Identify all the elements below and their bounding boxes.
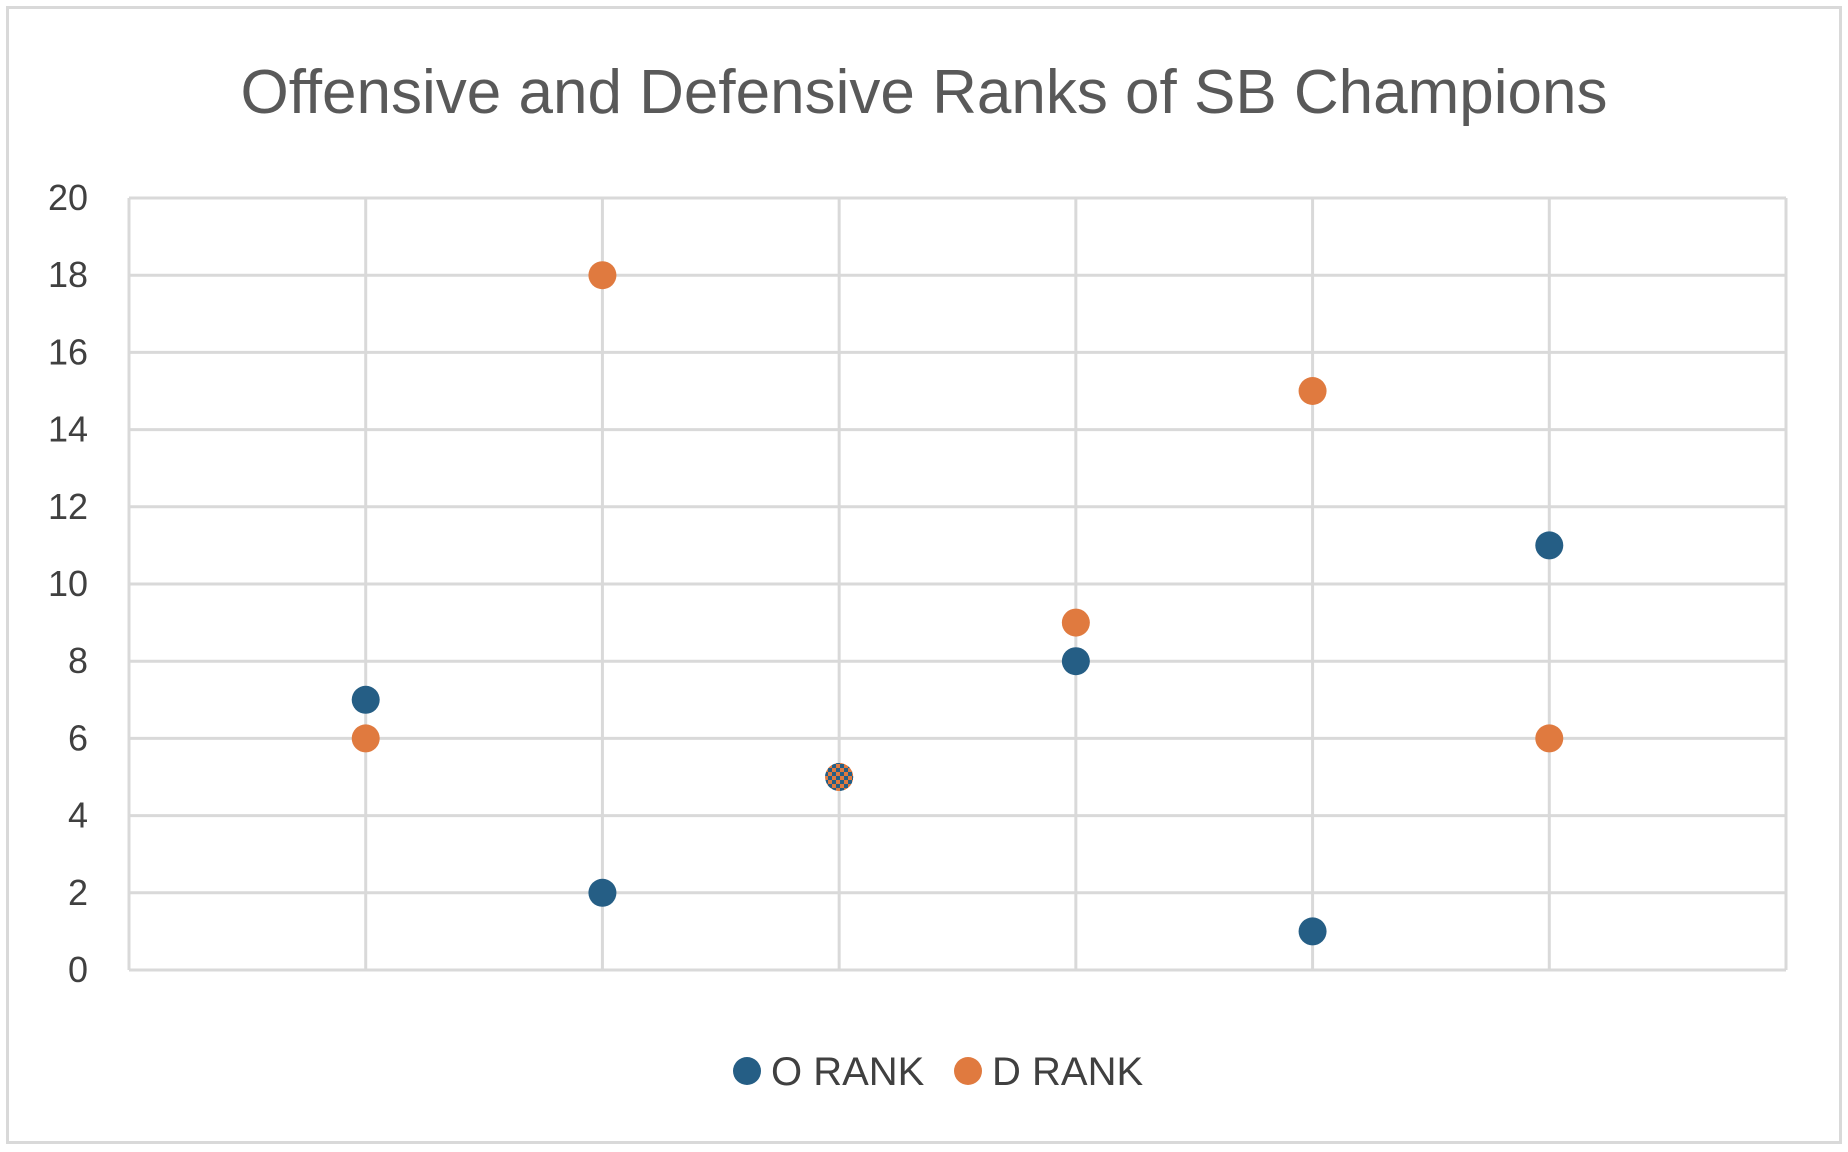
grid: [127, 196, 1788, 972]
point-o-rank: [1061, 647, 1090, 676]
point-d-rank: [1061, 608, 1090, 637]
legend: O RANK D RANK: [733, 1050, 1143, 1094]
chart-frame: [6, 6, 1842, 1144]
point-d-rank: [588, 261, 617, 290]
point-d-rank: [1535, 724, 1564, 753]
legend-marker: [954, 1057, 982, 1085]
y-tick-label: 0: [68, 949, 88, 990]
point-o-rank: [351, 685, 380, 714]
point-d-rank: [351, 724, 380, 753]
y-tick-label: 14: [48, 409, 88, 450]
legend-label: D RANK: [992, 1050, 1143, 1094]
y-tick-label: 6: [68, 717, 88, 758]
point-o-rank: [588, 878, 617, 907]
y-tick-label: 10: [48, 563, 88, 604]
point-d-rank: [825, 763, 854, 791]
y-tick-label: 4: [68, 795, 88, 836]
y-tick-label: 2: [68, 872, 88, 913]
data-points: [351, 261, 1564, 946]
point-o-rank: [1298, 917, 1327, 946]
y-tick-label: 18: [48, 254, 88, 295]
chart-title: Offensive and Defensive Ranks of SB Cham…: [240, 58, 1607, 127]
y-axis-ticks: 0 2 4 6 8 10 12 14 16 18 20: [48, 177, 88, 990]
legend-marker: [733, 1057, 761, 1085]
y-tick-label: 16: [48, 331, 88, 372]
y-tick-label: 8: [68, 640, 88, 681]
point-d-rank: [1298, 377, 1327, 405]
legend-label: O RANK: [771, 1050, 925, 1094]
y-tick-label: 12: [48, 486, 88, 527]
point-o-rank: [1535, 531, 1564, 560]
y-tick-label: 20: [48, 177, 88, 218]
